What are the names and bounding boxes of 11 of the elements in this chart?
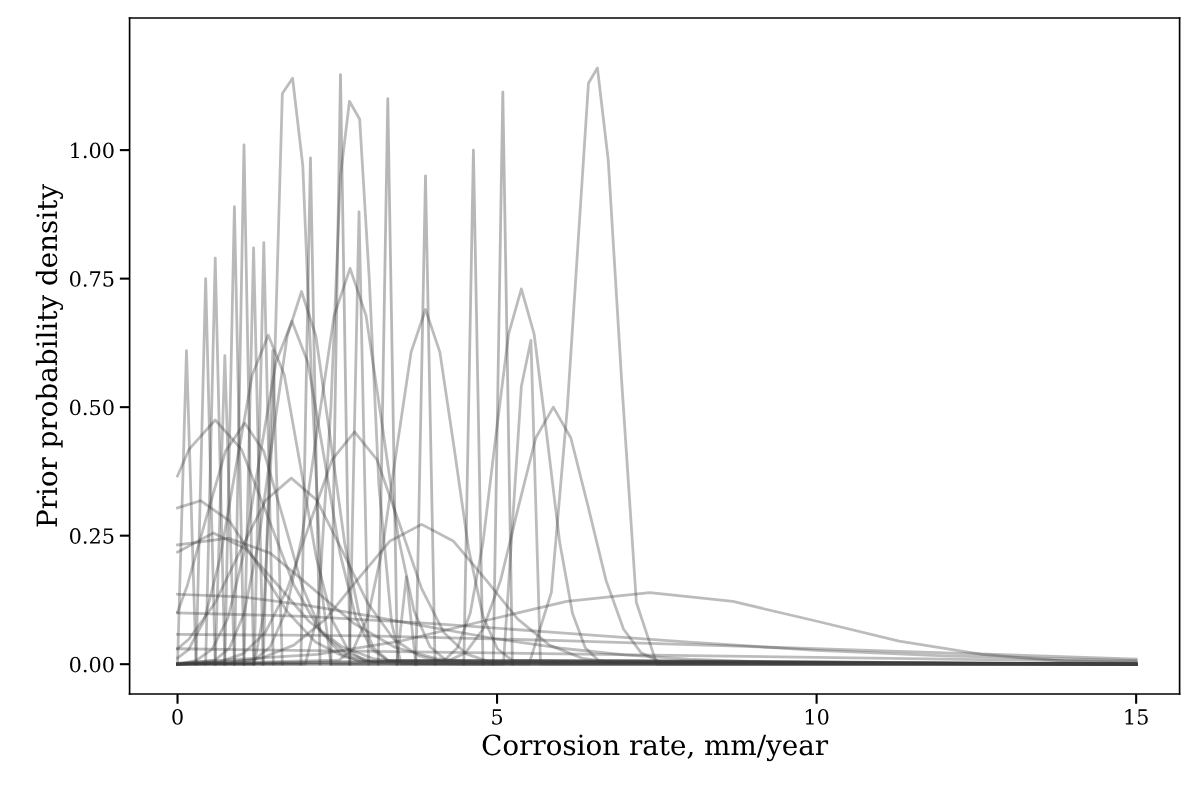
x-tick-label: 15	[1125, 708, 1148, 725]
y-tick-label: 0.25	[70, 528, 114, 544]
y-axis-title: Prior probability density	[35, 184, 64, 527]
x-tick-label: 0	[172, 708, 183, 725]
x-tick-label: 10	[805, 708, 829, 725]
y-tick-label: 0.50	[70, 399, 114, 416]
y-tick-label: 1.00	[71, 142, 114, 159]
x-axis-title: Corrosion rate, mm/year	[482, 734, 829, 762]
y-tick-label: 0.75	[70, 271, 114, 287]
y-tick-label: 0.00	[70, 656, 114, 673]
x-tick-label: 5	[492, 709, 503, 725]
